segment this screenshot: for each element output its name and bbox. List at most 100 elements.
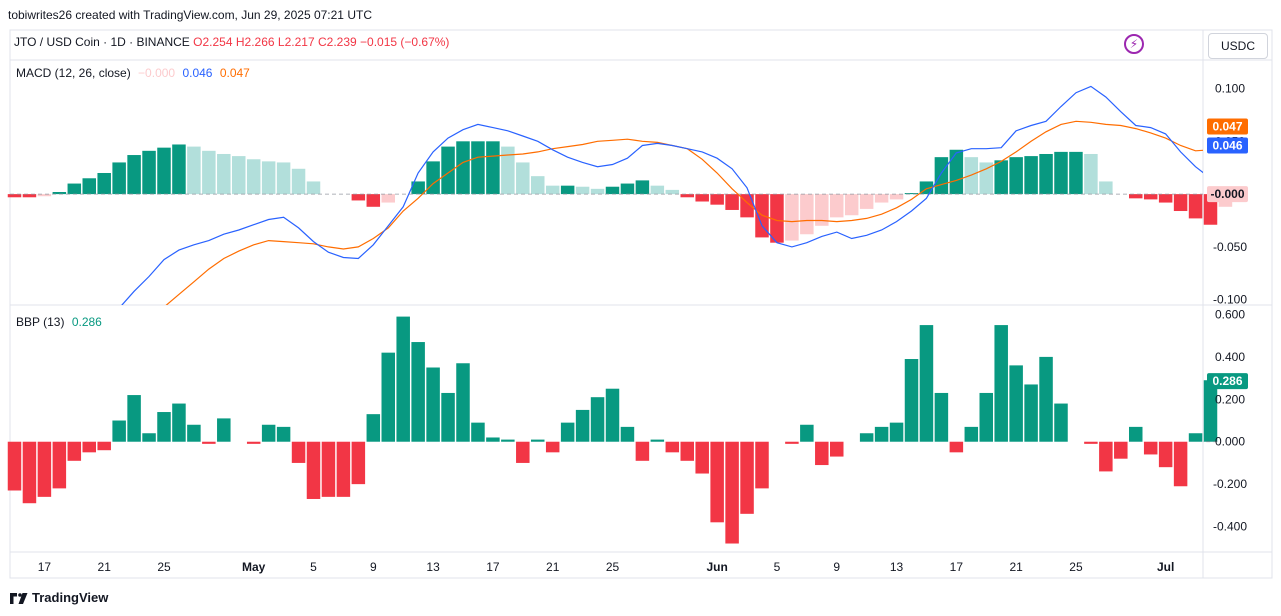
- macd-line: [121, 85, 1203, 305]
- bbp-y-tick: -0.400: [1213, 520, 1247, 534]
- bbp-bar: [246, 441, 261, 444]
- macd-hist-bar: [276, 162, 291, 195]
- macd-hist-bar: [157, 147, 171, 195]
- macd-hist-bar: [127, 155, 141, 195]
- bbp-bar: [172, 403, 186, 442]
- bbp-bar: [52, 441, 67, 489]
- macd-hist-bar: [202, 150, 216, 195]
- macd-hist-bar: [351, 194, 366, 201]
- bbp-bar: [471, 422, 485, 442]
- bbp-bar: [785, 441, 799, 444]
- time-tick: 25: [1069, 560, 1083, 574]
- macd-hist-bar: [800, 194, 814, 235]
- macd-hist-bar: [830, 194, 844, 218]
- macd-hist-bar: [306, 181, 321, 195]
- macd-hist-bar: [650, 185, 665, 195]
- macd-hist-bar: [1188, 194, 1203, 219]
- bbp-y-tick: 0.000: [1215, 435, 1245, 449]
- macd-hist-bar: [1158, 194, 1173, 203]
- signal-value-badge-bg: [1207, 118, 1248, 135]
- macd-hist-bar: [1069, 151, 1083, 195]
- macd-hist-bar: [889, 194, 904, 200]
- macd-hist-bar: [411, 181, 425, 195]
- macd-hist-bar: [501, 146, 515, 195]
- bbp-bar: [934, 392, 949, 442]
- bbp-bar: [949, 441, 964, 453]
- time-tick: May: [242, 560, 266, 574]
- bbp-bar: [7, 441, 22, 491]
- bbp-bar: [1114, 441, 1128, 459]
- macd-hist-bar: [516, 162, 530, 195]
- macd-hist-bar: [815, 194, 829, 226]
- time-tick: 5: [310, 560, 317, 574]
- macd-hist-bar: [112, 162, 126, 195]
- bbp-y-tick: -0.200: [1213, 477, 1247, 491]
- macd-hist-bar: [486, 141, 500, 195]
- macd-lines: [121, 85, 1203, 305]
- bbp-bar: [291, 441, 306, 463]
- chart-frame: [9, 29, 1273, 579]
- bbp-bar: [1143, 441, 1158, 455]
- bbp-bar: [157, 412, 171, 442]
- macd-y-tick: 0.100: [1215, 82, 1245, 96]
- price-axes: 0.1000.050-0.000-0.050-0.1000.6000.4000.…: [1207, 82, 1248, 534]
- bbp-bar: [1054, 403, 1068, 442]
- macd-hist-bar: [725, 194, 739, 210]
- symbol-name[interactable]: JTO / USD Coin · 1D · BINANCE: [14, 35, 190, 49]
- bbp-bar: [1173, 441, 1188, 487]
- signal-line: [165, 120, 1203, 305]
- bbp-bar: [1084, 441, 1098, 444]
- macd-hist-bar: [859, 194, 874, 209]
- macd-hist-bar: [1024, 156, 1038, 195]
- macd-hist-bar: [874, 194, 889, 203]
- lightning-icon[interactable]: ⚡: [1124, 34, 1144, 54]
- macd-hist-bar: [82, 178, 96, 195]
- bbp-bar: [202, 441, 216, 444]
- macd-y-tick: -0.100: [1213, 293, 1247, 307]
- bbp-bar: [531, 439, 545, 442]
- bbp-bar: [187, 424, 201, 442]
- chart-credit: tobiwrites26 created with TradingView.co…: [8, 8, 372, 22]
- bbp-bar: [486, 437, 500, 442]
- bbp-bar: [441, 392, 455, 442]
- bbp-bar: [650, 439, 665, 442]
- macd-hist-bar: [1009, 157, 1023, 195]
- bbp-y-tick: 0.400: [1215, 350, 1245, 364]
- time-tick: 25: [157, 560, 171, 574]
- macd-hist-bar: [1129, 194, 1143, 199]
- bbp-value-badge: 0.286: [1212, 374, 1242, 388]
- ohlc-values: O2.254 H2.266 L2.217 C2.239 −0.015 (−0.6…: [193, 35, 450, 49]
- bbp-bar: [336, 441, 351, 497]
- bbp-bar: [1129, 426, 1143, 442]
- bbp-bar: [97, 441, 111, 451]
- macd-hist-bar: [441, 146, 455, 195]
- macd-hist-bar: [291, 168, 306, 195]
- macd-title: MACD (12, 26, close): [16, 66, 131, 80]
- bbp-bar: [545, 441, 560, 453]
- macd-hist-bar: [531, 176, 545, 195]
- bbp-bar: [127, 395, 141, 442]
- hist-value-badge: -0.000: [1210, 187, 1244, 201]
- macd-hist-bar: [979, 162, 993, 195]
- time-tick: 17: [38, 560, 52, 574]
- macd-hist-bar: [97, 172, 111, 195]
- currency-button[interactable]: USDC: [1208, 33, 1268, 59]
- bbp-title: BBP (13): [16, 315, 65, 329]
- macd-hist-bar: [142, 150, 156, 195]
- macd-histogram: [7, 141, 1233, 243]
- bbp-bar: [381, 352, 395, 442]
- tradingview-brand[interactable]: TradingView: [10, 590, 108, 605]
- bbp-bar: [680, 441, 694, 461]
- macd-hist-bar: [7, 194, 22, 198]
- bbp-bar: [964, 426, 979, 442]
- bbp-bar: [590, 397, 605, 442]
- bbp-bar: [276, 426, 291, 442]
- bbp-bar: [725, 441, 739, 544]
- time-tick: 5: [774, 560, 781, 574]
- time-tick: 9: [370, 560, 377, 574]
- macd-value-badge: 0.046: [1212, 139, 1242, 153]
- macd-hist-bar: [785, 194, 799, 241]
- bbp-bar: [366, 414, 381, 442]
- bbp-bar: [22, 441, 37, 504]
